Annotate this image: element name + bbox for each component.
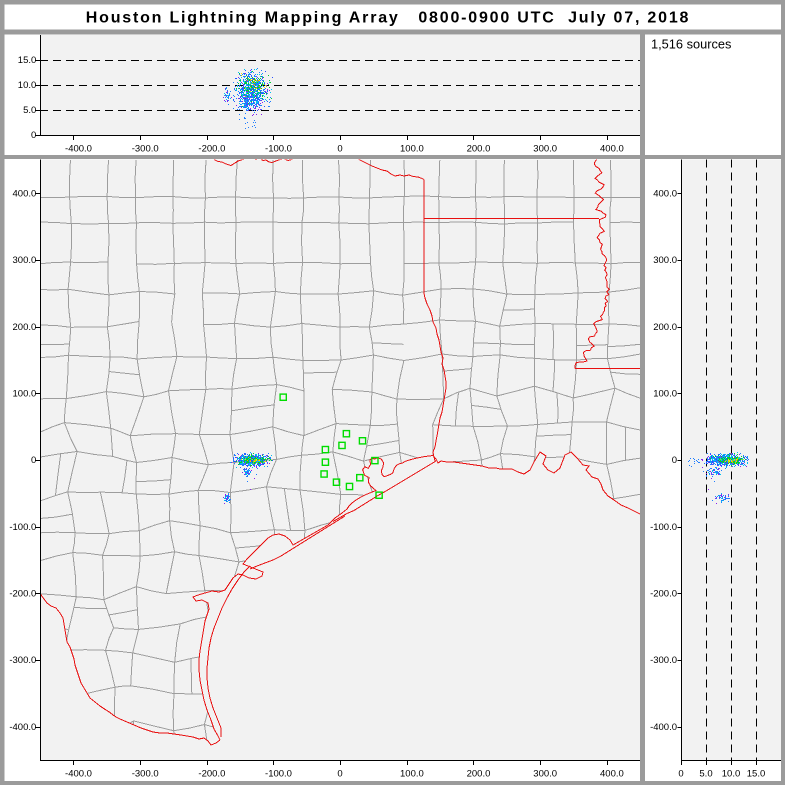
svg-text:-300.0: -300.0 bbox=[132, 769, 159, 780]
svg-text:100.0: 100.0 bbox=[13, 389, 37, 400]
svg-text:-300.0: -300.0 bbox=[132, 144, 159, 155]
svg-text:-100.0: -100.0 bbox=[265, 144, 292, 155]
svg-text:300.0: 300.0 bbox=[533, 769, 557, 780]
svg-text:0: 0 bbox=[678, 769, 683, 780]
svg-text:5.0: 5.0 bbox=[23, 105, 36, 116]
svg-text:-400.0: -400.0 bbox=[650, 722, 677, 733]
svg-text:-200.0: -200.0 bbox=[9, 589, 36, 600]
svg-text:5.0: 5.0 bbox=[699, 769, 712, 780]
svg-text:400.0: 400.0 bbox=[600, 769, 624, 780]
svg-text:100.0: 100.0 bbox=[400, 144, 424, 155]
svg-text:-200.0: -200.0 bbox=[650, 589, 677, 600]
svg-text:300.0: 300.0 bbox=[533, 144, 557, 155]
svg-text:15.0: 15.0 bbox=[18, 55, 37, 66]
svg-text:200.0: 200.0 bbox=[467, 769, 491, 780]
svg-text:15.0: 15.0 bbox=[747, 769, 766, 780]
svg-text:-300.0: -300.0 bbox=[9, 655, 36, 666]
svg-text:0: 0 bbox=[31, 130, 36, 141]
svg-text:400.0: 400.0 bbox=[600, 144, 624, 155]
svg-text:-400.0: -400.0 bbox=[65, 769, 92, 780]
svg-text:0: 0 bbox=[337, 144, 342, 155]
svg-text:300.0: 300.0 bbox=[653, 255, 677, 266]
svg-text:0: 0 bbox=[31, 455, 36, 466]
svg-text:200.0: 200.0 bbox=[653, 322, 677, 333]
svg-text:100.0: 100.0 bbox=[653, 389, 677, 400]
svg-text:-200.0: -200.0 bbox=[198, 769, 225, 780]
svg-text:Houston Lightning Mapping Arra: Houston Lightning Mapping Array 0800-090… bbox=[86, 10, 690, 27]
svg-text:-100.0: -100.0 bbox=[650, 522, 677, 533]
svg-text:-200.0: -200.0 bbox=[198, 144, 225, 155]
svg-text:0: 0 bbox=[672, 455, 677, 466]
svg-text:-400.0: -400.0 bbox=[9, 722, 36, 733]
svg-text:-400.0: -400.0 bbox=[65, 144, 92, 155]
svg-text:-100.0: -100.0 bbox=[265, 769, 292, 780]
svg-text:1,516 sources: 1,516 sources bbox=[651, 37, 731, 52]
svg-text:300.0: 300.0 bbox=[13, 255, 37, 266]
svg-text:10.0: 10.0 bbox=[18, 80, 37, 91]
svg-text:-300.0: -300.0 bbox=[650, 655, 677, 666]
svg-text:400.0: 400.0 bbox=[653, 189, 677, 200]
svg-text:100.0: 100.0 bbox=[400, 769, 424, 780]
svg-text:10.0: 10.0 bbox=[722, 769, 741, 780]
svg-text:400.0: 400.0 bbox=[13, 189, 37, 200]
svg-text:0: 0 bbox=[337, 769, 342, 780]
svg-text:-100.0: -100.0 bbox=[9, 522, 36, 533]
svg-text:200.0: 200.0 bbox=[467, 144, 491, 155]
svg-text:200.0: 200.0 bbox=[13, 322, 37, 333]
